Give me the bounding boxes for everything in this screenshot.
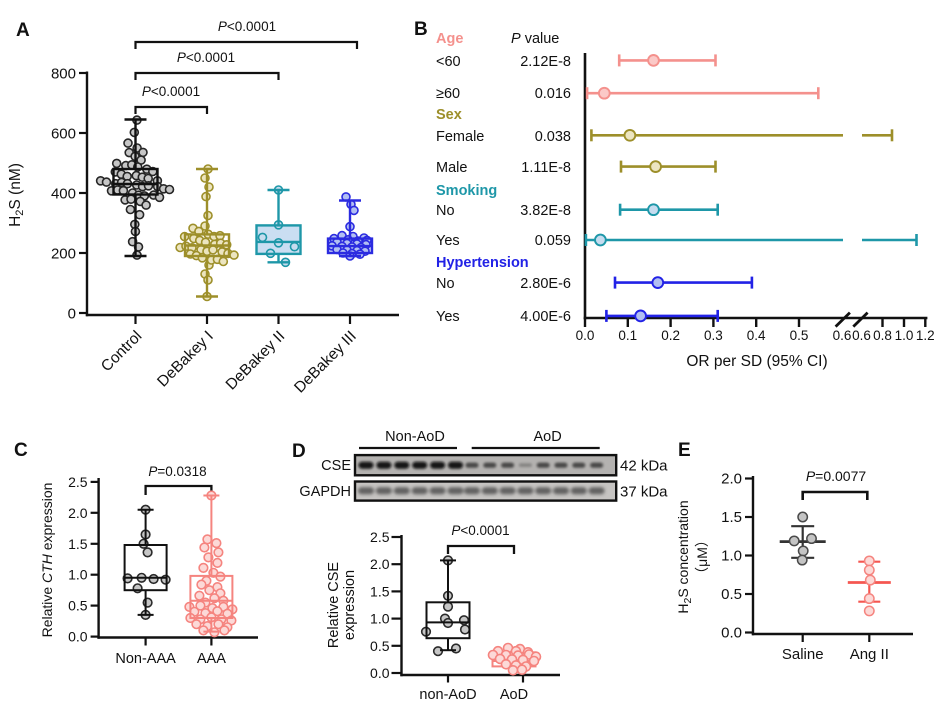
svg-text:1.5: 1.5	[370, 583, 390, 599]
svg-text:0.6: 0.6	[852, 328, 871, 343]
svg-text:P<0.0001: P<0.0001	[142, 84, 200, 99]
svg-text:AAA: AAA	[197, 651, 226, 667]
svg-text:1.5: 1.5	[721, 509, 742, 526]
svg-text:0.5: 0.5	[790, 328, 809, 343]
svg-text:0.5: 0.5	[370, 638, 390, 654]
svg-text:（μM）: （μM）	[694, 533, 710, 581]
svg-text:0.0: 0.0	[721, 625, 742, 642]
svg-text:0.0: 0.0	[576, 328, 595, 343]
svg-text:0.3: 0.3	[704, 328, 723, 343]
svg-text:H2S (nM): H2S (nM)	[7, 163, 26, 227]
svg-text:Saline: Saline	[782, 646, 824, 663]
svg-text:Ang II: Ang II	[850, 646, 889, 663]
svg-text:400: 400	[51, 186, 76, 203]
svg-text:0.016: 0.016	[535, 86, 571, 102]
svg-text:0.038: 0.038	[535, 129, 571, 145]
svg-text:0.5: 0.5	[68, 598, 88, 614]
svg-text:Age: Age	[436, 31, 463, 47]
svg-text:600: 600	[51, 126, 76, 143]
svg-text:E: E	[678, 440, 691, 461]
svg-text:GAPDH: GAPDH	[299, 484, 351, 500]
svg-text:0.5: 0.5	[721, 586, 742, 603]
svg-text:0.059: 0.059	[535, 233, 571, 249]
svg-text:Relative CTH expression: Relative CTH expression	[39, 483, 55, 638]
svg-text:B: B	[414, 19, 428, 40]
svg-text:Female: Female	[436, 129, 484, 145]
svg-text:1.0: 1.0	[721, 548, 742, 565]
svg-text:0.0: 0.0	[370, 665, 390, 681]
svg-text:37 kDa: 37 kDa	[620, 484, 668, 501]
svg-text:Male: Male	[436, 160, 467, 176]
svg-text:Non-AAA: Non-AAA	[115, 651, 176, 667]
svg-text:AoD: AoD	[500, 687, 528, 703]
svg-text:1.0: 1.0	[370, 611, 390, 627]
svg-text:A: A	[16, 20, 30, 41]
svg-text:200: 200	[51, 246, 76, 263]
svg-text:2.5: 2.5	[68, 474, 88, 490]
svg-text:0.4: 0.4	[747, 328, 766, 343]
svg-text:OR per SD (95% CI): OR per SD (95% CI)	[686, 353, 827, 370]
svg-text:0: 0	[68, 306, 76, 323]
svg-text:Relative CSE: Relative CSE	[326, 562, 342, 649]
svg-text:AoD: AoD	[533, 429, 561, 445]
svg-text:2.80E-6: 2.80E-6	[520, 276, 571, 292]
svg-text:C: C	[14, 440, 28, 461]
svg-text:0.2: 0.2	[661, 328, 680, 343]
svg-text:D: D	[292, 441, 306, 462]
svg-text:P<0.0001: P<0.0001	[218, 19, 276, 34]
svg-text:2.0: 2.0	[370, 556, 390, 572]
svg-text:Smoking: Smoking	[436, 183, 497, 199]
svg-text:CSE: CSE	[321, 458, 351, 474]
svg-text:2.0: 2.0	[721, 471, 742, 488]
svg-text:No: No	[436, 203, 455, 219]
svg-text:1.5: 1.5	[68, 536, 88, 552]
svg-text:0.1: 0.1	[618, 328, 637, 343]
svg-text:P=0.0318: P=0.0318	[148, 464, 206, 479]
svg-text:P<0.0001: P<0.0001	[177, 50, 235, 65]
svg-text:2.5: 2.5	[370, 529, 390, 545]
svg-text:non-AoD: non-AoD	[419, 687, 476, 703]
svg-text:800: 800	[51, 66, 76, 83]
svg-text:1.0: 1.0	[68, 567, 88, 583]
svg-text:P value: P value	[511, 31, 559, 47]
svg-text:Yes: Yes	[436, 309, 460, 325]
svg-text:expression: expression	[342, 570, 358, 640]
svg-text:H2S concentration: H2S concentration	[675, 500, 694, 613]
svg-text:P=0.0077: P=0.0077	[806, 468, 867, 484]
svg-text:4.00E-6: 4.00E-6	[520, 309, 571, 325]
svg-text:2.0: 2.0	[68, 505, 88, 521]
svg-text:0.0: 0.0	[68, 629, 88, 645]
svg-text:2.12E-8: 2.12E-8	[520, 54, 571, 70]
svg-text:No: No	[436, 276, 455, 292]
svg-text:Sex: Sex	[436, 107, 462, 123]
svg-text:≥60: ≥60	[436, 86, 460, 102]
svg-text:Hypertension: Hypertension	[436, 255, 529, 271]
svg-text:<60: <60	[436, 54, 461, 70]
svg-text:1.2: 1.2	[916, 328, 935, 343]
svg-text:42 kDa: 42 kDa	[620, 458, 668, 475]
svg-text:Non-AoD: Non-AoD	[385, 429, 445, 445]
svg-text:0.6: 0.6	[833, 328, 852, 343]
svg-text:1.0: 1.0	[895, 328, 914, 343]
svg-text:3.82E-8: 3.82E-8	[520, 203, 571, 219]
svg-text:Yes: Yes	[436, 233, 460, 249]
svg-text:1.11E-8: 1.11E-8	[521, 160, 571, 176]
svg-text:0.8: 0.8	[873, 328, 892, 343]
svg-text:P<0.0001: P<0.0001	[451, 523, 509, 538]
